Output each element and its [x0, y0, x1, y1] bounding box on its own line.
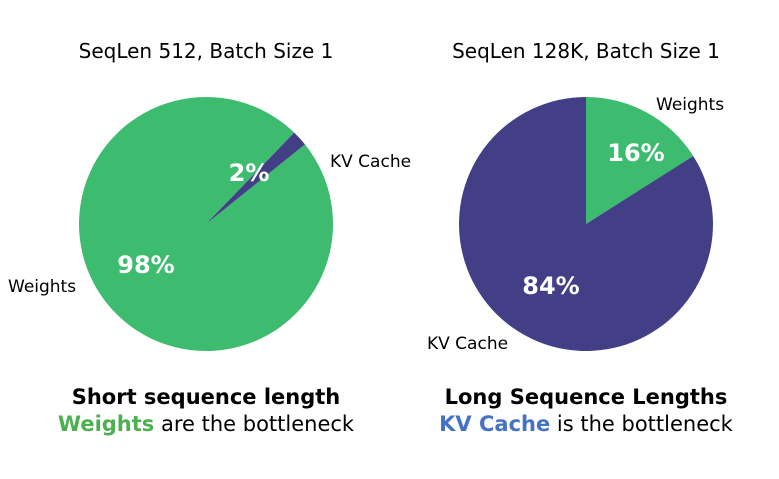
slice-name-label-weights: Weights: [8, 277, 76, 297]
caption-long-seq: Long Sequence Lengths KV Cache is the bo…: [396, 384, 776, 438]
pie-slice-weights: [79, 96, 334, 352]
caption-rest: is the bottleneck: [550, 412, 733, 436]
chart-title: SeqLen 128K, Batch Size 1: [452, 39, 720, 63]
pie-chart-short-seq: SeqLen 512, Batch Size 1 98% 2% Weights …: [8, 39, 411, 352]
slice-name-label-weights: Weights: [656, 95, 724, 115]
slice-name-label-kv-cache: KV Cache: [330, 152, 411, 172]
pie-chart-long-seq: SeqLen 128K, Batch Size 1 16% 84% Weight…: [427, 39, 724, 354]
chart-title: SeqLen 512, Batch Size 1: [79, 39, 334, 63]
slice-percent-label-kv-cache: 2%: [229, 159, 270, 187]
caption-heading: Long Sequence Lengths: [444, 385, 728, 409]
slice-name-label-kv-cache: KV Cache: [427, 334, 508, 354]
pie-slice-weights: [586, 97, 694, 224]
caption-short-seq: Short sequence length Weights are the bo…: [16, 384, 396, 438]
pie-slice-kv-cache: [206, 132, 305, 224]
caption-highlight: KV Cache: [439, 412, 551, 436]
caption-highlight: Weights: [57, 412, 155, 436]
slice-percent-label-kv-cache: 84%: [522, 272, 579, 300]
slice-percent-label-weights: 98%: [117, 251, 174, 279]
caption-line: Weights are the bottleneck: [16, 411, 396, 438]
caption-heading: Short sequence length: [71, 385, 341, 409]
pie-slice-kv-cache: [458, 97, 714, 351]
caption-line: KV Cache is the bottleneck: [396, 411, 776, 438]
caption-rest: are the bottleneck: [154, 412, 355, 436]
slice-percent-label-weights: 16%: [607, 139, 664, 167]
